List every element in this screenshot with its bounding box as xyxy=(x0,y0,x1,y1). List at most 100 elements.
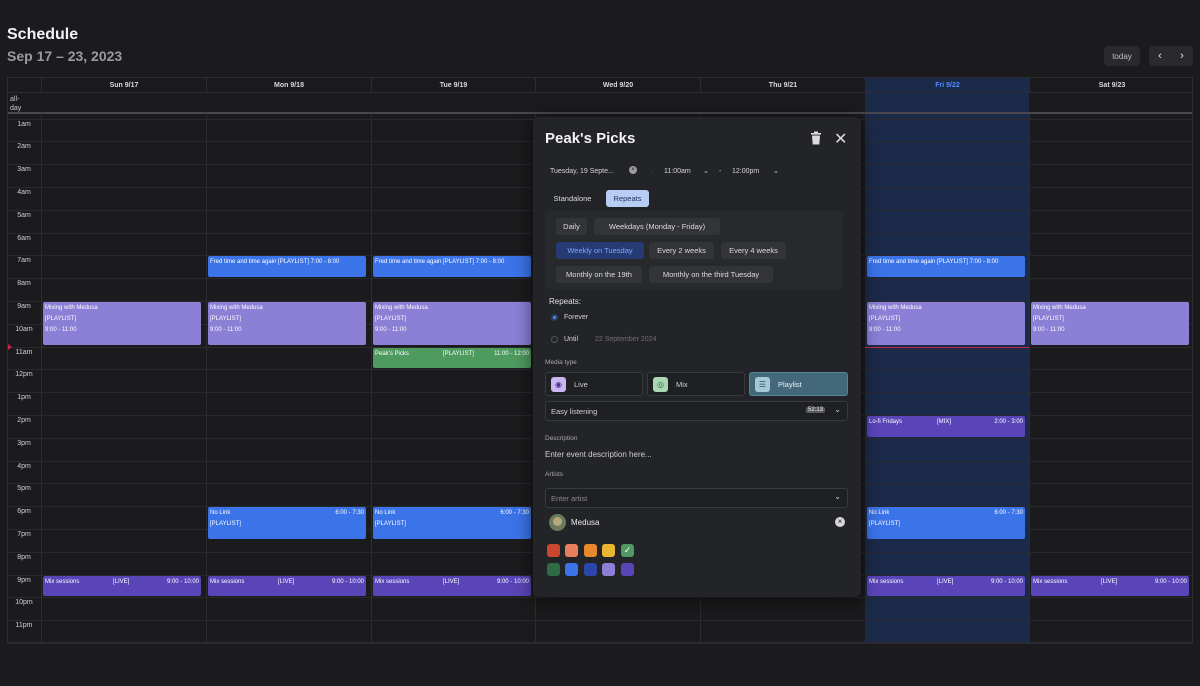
calendar-event[interactable]: Peak's Picks [PLAYLIST] 11:00 - 12:00 xyxy=(373,347,531,369)
forever-label: Forever xyxy=(564,314,589,321)
until-date-field[interactable]: 22 September 2024 xyxy=(595,336,657,343)
event-title: No Link xyxy=(869,510,890,517)
time-label: 10pm xyxy=(15,599,33,607)
calendar-event[interactable]: Fred time and time again [PLAYLIST] 7:00… xyxy=(373,256,531,278)
time-label: 8pm xyxy=(17,553,31,561)
option-monthly-third-tuesday[interactable]: Monthly on the third Tuesday xyxy=(649,266,773,283)
color-swatch-selected[interactable]: ✓ xyxy=(621,544,634,557)
color-swatch[interactable] xyxy=(602,544,615,557)
color-swatch[interactable] xyxy=(547,563,560,576)
time-label: 6am xyxy=(17,234,31,242)
event-time: 6:00 - 7:30 xyxy=(994,510,1023,517)
media-live-button[interactable]: ◉ Live xyxy=(545,372,643,396)
repeats-toggle[interactable]: Repeats xyxy=(606,190,649,207)
option-every-4-weeks[interactable]: Every 4 weeks xyxy=(721,242,786,259)
calendar-event[interactable]: Mixing with Medusa [PLAYLIST] 9:00 - 11:00 xyxy=(208,301,366,346)
modal-title: Peak's Picks xyxy=(545,130,636,147)
calendar-event[interactable]: Mix sessions [LIVE] 9:00 - 10:00 xyxy=(373,575,531,597)
event-time: 9:00 - 10:00 xyxy=(1154,578,1187,585)
calendar-event[interactable]: Fred time and time again [PLAYLIST] 7:00… xyxy=(867,256,1025,278)
event-title: Mix sessions xyxy=(869,578,904,585)
artists-label: Artists xyxy=(545,471,564,478)
trash-icon[interactable] xyxy=(810,131,822,145)
color-swatch[interactable] xyxy=(584,563,597,576)
chevron-down-icon[interactable]: ⌄ xyxy=(773,168,779,175)
calendar-event[interactable]: Mixing with Medusa [PLAYLIST] 9:00 - 11:00 xyxy=(373,301,531,346)
event-title: Mixing with Medusa xyxy=(375,304,428,311)
time-label: 7pm xyxy=(17,530,31,538)
calendar-event[interactable]: Lo-fi Fridays [MIX] 2:00 - 3:00 xyxy=(867,415,1025,437)
calendar-event[interactable]: Mixing with Medusa [PLAYLIST] 9:00 - 11:00 xyxy=(1031,301,1189,346)
time-label: 8am xyxy=(17,280,31,288)
day-header-thu: Thu 9/21 xyxy=(700,78,865,92)
color-swatch[interactable] xyxy=(621,563,634,576)
calendar-event[interactable]: No Link [PLAYLIST] 6:00 - 7:30 xyxy=(208,507,366,540)
event-time: 9:00 - 10:00 xyxy=(990,578,1023,585)
calendar-event[interactable]: No Link [PLAYLIST] 6:00 - 7:30 xyxy=(373,507,531,540)
all-day-label: all- day xyxy=(10,95,21,113)
chevron-down-icon[interactable]: ⌄ xyxy=(703,168,709,175)
clear-date-icon[interactable]: × xyxy=(629,166,637,174)
event-title: Mixing with Medusa xyxy=(45,304,98,311)
color-swatch[interactable] xyxy=(584,544,597,557)
event-tag: [PLAYLIST] xyxy=(375,521,406,528)
event-title: Peak's Picks xyxy=(375,350,409,357)
calendar-event[interactable]: Mixing with Medusa [PLAYLIST] 9:00 - 11:00 xyxy=(867,301,1025,346)
artist-input[interactable]: Enter artist ⌄ xyxy=(545,488,848,508)
calendar-event[interactable]: Mix sessions [LIVE] 9:00 - 10:00 xyxy=(1031,575,1189,597)
option-daily[interactable]: Daily xyxy=(556,218,587,235)
option-weekly-tuesday[interactable]: Weekly on Tuesday xyxy=(556,242,644,259)
calendar-event[interactable]: Fred time and time again [PLAYLIST] 7:00… xyxy=(208,256,366,278)
start-time-select[interactable]: 11:00am xyxy=(664,168,691,175)
until-radio[interactable] xyxy=(551,336,558,343)
remove-artist-icon[interactable]: × xyxy=(835,517,845,527)
option-monthly-19th[interactable]: Monthly on the 19th xyxy=(556,266,642,283)
page-header: Schedule Sep 17 – 23, 2023 xyxy=(7,26,122,64)
date-field[interactable]: Tuesday, 19 Septe... xyxy=(550,168,614,175)
standalone-toggle[interactable]: Standalone xyxy=(553,194,592,203)
option-weekdays[interactable]: Weekdays (Monday - Friday) xyxy=(594,218,720,235)
event-tag: [PLAYLIST] xyxy=(210,521,241,528)
media-playlist-button[interactable]: ☰ Playlist xyxy=(749,372,848,396)
color-swatch[interactable] xyxy=(602,563,615,576)
date-range: Sep 17 – 23, 2023 xyxy=(7,48,123,64)
chevron-down-icon: ⌄ xyxy=(834,492,841,501)
option-every-2-weeks[interactable]: Every 2 weeks xyxy=(649,242,714,259)
artist-name: Medusa xyxy=(571,518,600,527)
day-column-divider xyxy=(865,115,866,642)
event-tag: [LIVE] xyxy=(1101,578,1118,585)
day-headers: Sun 9/17 Mon 9/18 Tue 9/19 Wed 9/20 Thu … xyxy=(8,78,1192,92)
playlist-select[interactable]: Easy listening 52:13 ⌄ xyxy=(545,401,848,421)
close-icon[interactable]: ✕ xyxy=(834,131,848,148)
event-title: Mix sessions xyxy=(45,578,80,585)
description-input[interactable]: Enter event description here... xyxy=(545,450,652,459)
time-grid[interactable]: 1am 2am 3am 4am 5am 6am 7am 8am 9am 10am 11am 12pm 1… xyxy=(8,115,1192,644)
date-separator: · xyxy=(651,168,654,175)
all-day-row[interactable]: all- day xyxy=(8,92,1192,114)
event-tag: [PLAYLIST] xyxy=(443,350,474,357)
color-swatch[interactable] xyxy=(565,563,578,576)
forever-radio[interactable] xyxy=(551,314,558,321)
day-column-divider xyxy=(1029,115,1030,642)
time-label: 1pm xyxy=(17,394,31,402)
today-button[interactable]: today xyxy=(1104,46,1140,66)
calendar-event[interactable]: Mix sessions [LIVE] 9:00 - 10:00 xyxy=(867,575,1025,597)
calendar-event[interactable]: Mix sessions [LIVE] 9:00 - 10:00 xyxy=(208,575,366,597)
calendar-event[interactable]: No Link [PLAYLIST] 6:00 - 7:30 xyxy=(867,507,1025,540)
next-week-button[interactable]: › xyxy=(1180,50,1184,62)
color-swatch[interactable] xyxy=(565,544,578,557)
color-swatch[interactable] xyxy=(547,544,560,557)
media-mix-button[interactable]: ◎ Mix xyxy=(647,372,745,396)
end-time-select[interactable]: 12:00pm xyxy=(732,168,760,175)
event-tag: [LIVE] xyxy=(443,578,460,585)
time-label: 3am xyxy=(17,166,31,174)
time-label: 5am xyxy=(17,211,31,219)
description-label: Description xyxy=(545,435,578,442)
time-label: 2pm xyxy=(17,416,31,424)
calendar-event[interactable]: Mixing with Medusa [PLAYLIST] 9:00 - 11:00 xyxy=(43,301,201,346)
event-text: Fred time and time again [PLAYLIST] 7:00… xyxy=(375,259,505,266)
calendar-event[interactable]: Mix sessions [LIVE] 9:00 - 10:00 xyxy=(43,575,201,597)
prev-week-button[interactable]: ‹ xyxy=(1158,50,1162,62)
vinyl-icon: ◎ xyxy=(653,376,668,392)
event-time: 9:00 - 11:00 xyxy=(869,326,901,333)
